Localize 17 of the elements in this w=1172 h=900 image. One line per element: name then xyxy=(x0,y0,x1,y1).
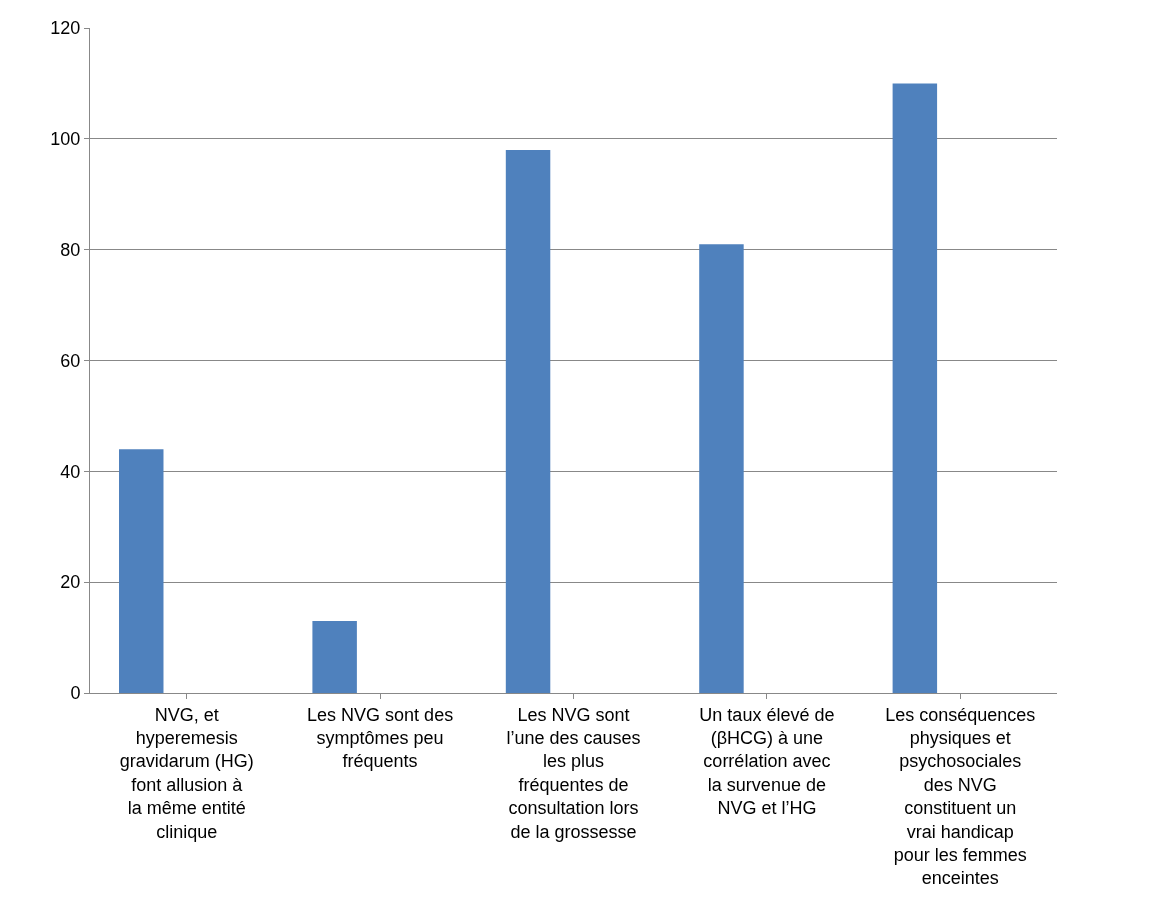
bar xyxy=(119,449,164,693)
y-tick-label: 120 xyxy=(50,18,81,39)
x-tick-label: Les NVG sont des symptômes peu fréquents xyxy=(307,704,454,772)
bar xyxy=(312,620,357,693)
y-tick-label: 40 xyxy=(60,461,81,482)
bar xyxy=(699,244,744,693)
x-tick-label: Les NVG sont l’une des causes les plus fréquentes de consultation lors de la grossesse xyxy=(506,704,641,842)
x-tick-label: Les conséquences physiques et psychosociales des NVG constituent un vrai handicap pour les femmes enceintes xyxy=(885,704,1036,889)
bar xyxy=(892,83,938,693)
bar xyxy=(505,149,551,693)
y-tick-label: 60 xyxy=(60,350,81,371)
y-tick-label: 20 xyxy=(60,572,81,593)
y-tick-label: 100 xyxy=(50,129,81,150)
y-tick-label: 0 xyxy=(70,683,81,704)
x-tick-label: Un taux élevé de (βHCG) à une corrélation avec la survenue de NVG et l’HG xyxy=(699,704,835,819)
x-tick-label: NVG, et hyperemesis gravidarum (HG) font allusion à la même entité clinique xyxy=(119,704,254,842)
y-tick-label: 80 xyxy=(60,239,81,260)
